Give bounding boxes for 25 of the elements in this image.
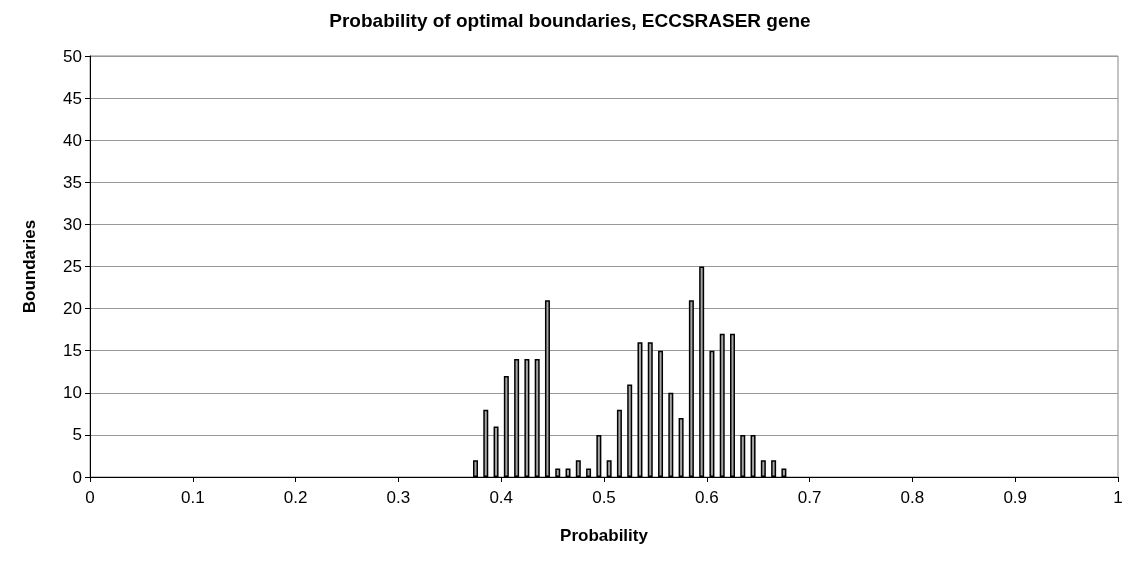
y-tick-label: 15 [63, 341, 82, 361]
x-tick-label: 0.9 [1003, 488, 1028, 507]
y-tick-label: 25 [63, 257, 82, 276]
y-tick-label: 10 [63, 383, 82, 403]
x-tick-label: 0.6 [694, 488, 719, 507]
y-tick-label: 20 [63, 299, 82, 319]
y-axis-title: Boundaries [20, 219, 39, 314]
x-tick-label: 0.3 [386, 488, 411, 507]
y-tick-label: 45 [63, 88, 82, 108]
y-tick-label: 35 [63, 172, 82, 192]
x-tick-label: 0.4 [489, 488, 514, 507]
x-tick-label: 0.1 [180, 488, 205, 507]
y-tick-label: 40 [63, 130, 82, 150]
y-tick-label: 5 [72, 425, 82, 445]
x-tick-label: 0.5 [592, 488, 616, 507]
x-axis-title: Probability [560, 526, 649, 545]
x-tick-label: 0.2 [283, 488, 308, 507]
y-tick-label: 0 [72, 467, 82, 487]
y-tick-label: 50 [63, 46, 82, 66]
chart-title: Probability of optimal boundaries, ECCSRASER gene [329, 10, 811, 31]
x-tick-label: 0.8 [900, 488, 925, 507]
x-tick-label: 0.7 [797, 488, 822, 507]
x-tick-label: 1 [1113, 488, 1123, 507]
x-tick-label: 0 [85, 488, 95, 507]
y-tick-label: 30 [63, 214, 82, 234]
